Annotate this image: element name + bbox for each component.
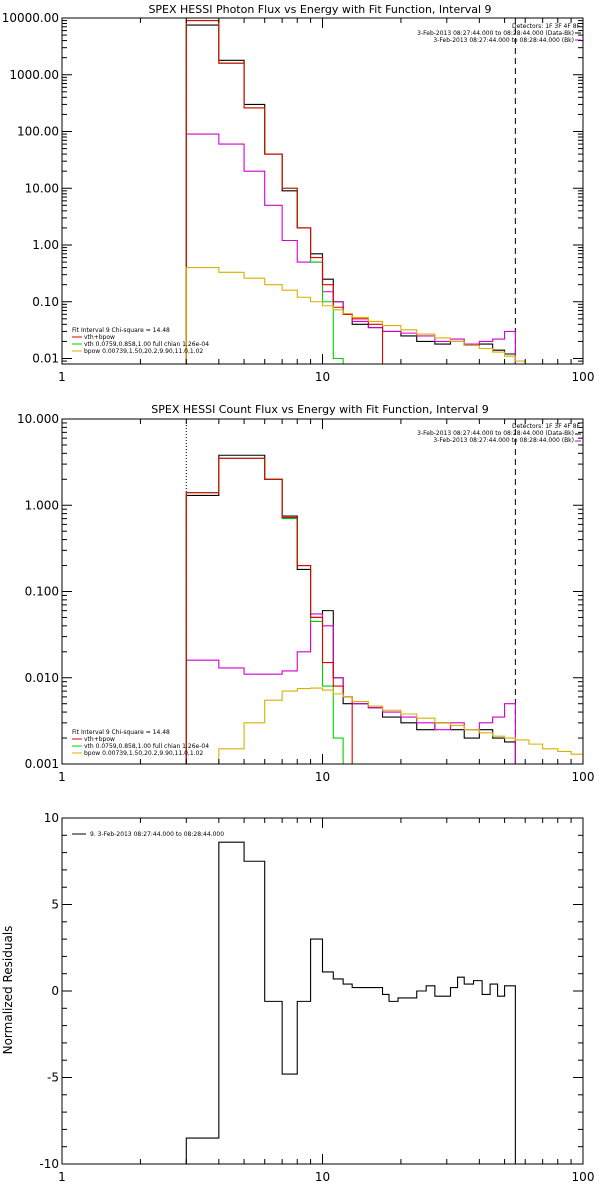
- y-tick-label: -5: [47, 1071, 59, 1085]
- legend-vth: vth 0.0759,0.858,1.00 full chian 1.26e-0…: [84, 341, 209, 348]
- legend-detectors: Detectors: 1F 3F 4F 8F: [512, 23, 581, 30]
- y-tick-label: 10: [44, 811, 59, 825]
- axis-ticks: 1 10 100 0.001 0.010 0.100 1.000 10.000: [17, 412, 594, 784]
- series-data-bk: [185, 454, 516, 764]
- axis-ticks: 1 10 100 0.01 0.10 1.00 10.00 100.00 1000.00 1000…: [2, 11, 595, 384]
- y-tick-label: 10.000: [17, 412, 59, 426]
- legend-fit-interval: Fit Interval 9 Chi-square = 14.48: [72, 327, 170, 334]
- count-flux-panel: SPEX HESSI Count Flux vs Energy with Fit…: [17, 403, 594, 784]
- plot-frame: [61, 17, 584, 365]
- x-tick-label: 1: [58, 370, 66, 384]
- series-bpow: [185, 687, 583, 764]
- photon-flux-marks: [185, 18, 526, 364]
- plot-area: [185, 419, 583, 764]
- y-tick-label: 5: [51, 898, 59, 912]
- series-vth-bpow: [185, 457, 353, 764]
- y-tick-label: 0.001: [25, 757, 59, 771]
- series-bpow: [185, 267, 526, 364]
- y-tick-label: 0.010: [25, 671, 59, 685]
- legend-bottom-left: Fit Interval 9 Chi-square = 14.48 vth+bp…: [72, 729, 209, 757]
- y-tick-label: 1.000: [25, 498, 59, 512]
- count-flux-marks: [185, 419, 583, 764]
- legend-data-bk: 3-Feb-2013 08:27:44.000 to 08:28:44.000 …: [417, 30, 574, 37]
- legend-bottom-left: Fit Interval 9 Chi-square = 14.48 vth+bp…: [72, 327, 209, 355]
- legend-bk: 3-Feb-2013 08:27:44.000 to 08:28:44.000 …: [433, 437, 574, 444]
- chart-title: SPEX HESSI Count Flux vs Energy with Fit…: [151, 403, 488, 416]
- y-tick-label: 10000.00: [2, 11, 59, 25]
- legend-bpow: bpow 0.00739,1.50,20.2,9.90,11.0,1.02: [84, 348, 203, 355]
- x-tick-label: 100: [572, 770, 595, 784]
- y-tick-label: 0: [51, 984, 59, 998]
- residual-marks: [185, 841, 516, 1164]
- y-tick-label: 1.00: [32, 238, 59, 252]
- series-bk: [185, 613, 516, 764]
- y-axis-label: Normalized Residuals: [1, 926, 15, 1055]
- legend-detectors: Detectors: 1F 3F 4F 8F: [512, 423, 581, 430]
- series-vth-bpow: [185, 20, 384, 364]
- legend-interval: 9. 3-Feb-2013 08:27:44.000 to 08:28:44.0…: [90, 831, 224, 838]
- legend-top-right: Detectors: 1F 3F 4F 8F 3-Feb-2013 08:27:…: [417, 23, 580, 44]
- legend-vth-bpow: vth+bpow: [84, 736, 115, 743]
- legend-bpow: bpow 0.00739,1.50,20.2,9.90,11.0,1.02: [84, 750, 203, 757]
- y-tick-label: 0.100: [25, 585, 59, 599]
- plot-area: [185, 18, 526, 364]
- y-tick-label: 10.00: [25, 181, 59, 195]
- legend-vth: vth 0.0759,0.858,1.00 full chian 1.26e-0…: [84, 743, 209, 750]
- x-tick-label: 10: [315, 370, 330, 384]
- y-tick-label: 0.10: [32, 295, 59, 309]
- x-tick-label: 10: [315, 770, 330, 784]
- legend-bk: 3-Feb-2013 08:27:44.000 to 08:28:44.000 …: [433, 37, 574, 44]
- plot-area: [185, 841, 516, 1164]
- chart-title: SPEX HESSI Photon Flux vs Energy with Fi…: [148, 3, 491, 16]
- y-tick-label: 0.01: [32, 352, 59, 366]
- legend-fit-interval: Fit Interval 9 Chi-square = 14.48: [72, 729, 170, 736]
- series-bk: [185, 133, 516, 364]
- x-tick-label: 1: [58, 770, 66, 784]
- x-tick-label: 100: [572, 1170, 595, 1184]
- y-tick-label: 100.00: [17, 125, 59, 139]
- residuals-panel: 1 10 100 -10 -5 0 5 10 Normalized Residuals 9. …: [1, 811, 594, 1184]
- legend-vth-bpow: vth+bpow: [84, 334, 115, 341]
- legend-top-right: Detectors: 1F 3F 4F 8F 3-Feb-2013 08:27:…: [417, 423, 580, 444]
- x-tick-label: 10: [315, 1170, 330, 1184]
- legend-data-bk: 3-Feb-2013 08:27:44.000 to 08:28:44.000 …: [417, 430, 574, 437]
- axis-ticks: 1 10 100 -10 -5 0 5 10: [39, 811, 594, 1184]
- photon-flux-panel: SPEX HESSI Photon Flux vs Energy with Fi…: [2, 3, 595, 384]
- series-9-3-feb-2013-08-27-44-000-to-08-28-44-000: [185, 841, 516, 1164]
- y-tick-label: -10: [39, 1157, 59, 1171]
- x-tick-label: 100: [572, 370, 595, 384]
- y-tick-label: 1000.00: [9, 68, 59, 82]
- x-tick-label: 1: [58, 1170, 66, 1184]
